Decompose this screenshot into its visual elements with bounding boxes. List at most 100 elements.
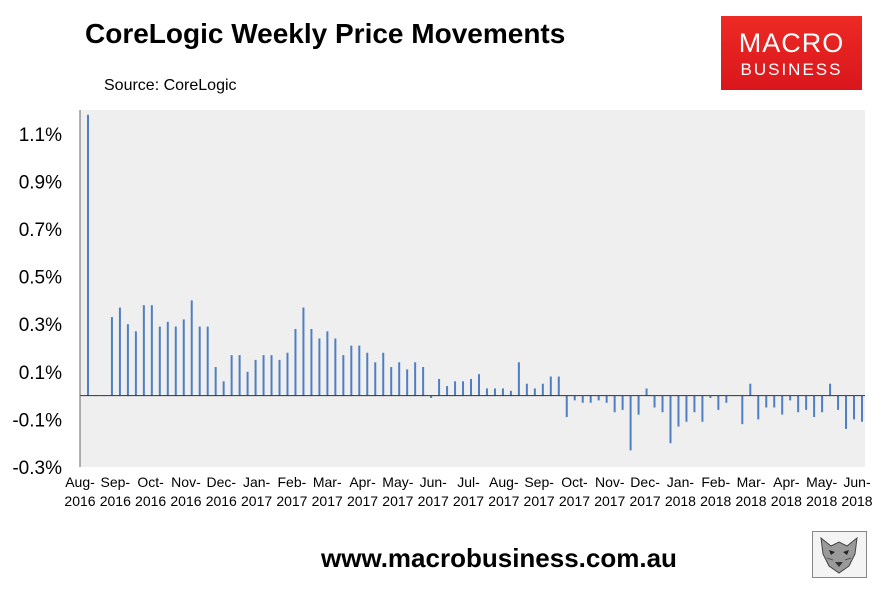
bar [390, 367, 393, 396]
price-movement-chart: 1.1% 0.9% 0.7% 0.5% 0.3% 0.1% -0.1% -0.3% Aug-2… [12, 110, 873, 509]
bar [821, 395, 824, 413]
bar [166, 321, 169, 396]
bar [414, 362, 417, 396]
bar [134, 331, 137, 396]
bar [629, 395, 632, 451]
x-tick-label: Jan-2017 [241, 474, 272, 509]
x-tick-label: Mar-2018 [735, 474, 766, 509]
bar [645, 388, 648, 396]
bar [589, 395, 592, 403]
y-tick-label: 0.1% [19, 363, 62, 384]
x-tick-label: Jan-2018 [665, 474, 696, 509]
bar [302, 307, 305, 396]
bar [238, 355, 241, 396]
bar [781, 395, 784, 415]
wolf-logo-icon [812, 531, 867, 578]
bar [358, 345, 361, 396]
bar [717, 395, 720, 410]
bar [765, 395, 768, 408]
bar [749, 383, 752, 396]
bar [621, 395, 624, 410]
y-tick-label: 0.7% [19, 220, 62, 241]
x-tick-label: Feb-2018 [700, 474, 731, 509]
bar [861, 395, 863, 422]
bar [805, 395, 808, 410]
bar [382, 352, 385, 396]
bar [653, 395, 656, 408]
bar [837, 395, 840, 410]
bar [549, 376, 552, 396]
bar [773, 395, 776, 408]
bar [198, 326, 201, 396]
x-tick-label: Aug-2016 [64, 474, 95, 509]
x-tick-label: Feb-2017 [276, 474, 307, 509]
x-tick-label: Oct-2016 [135, 474, 166, 509]
macrobusiness-logo[interactable]: MACRO BUSINESS [721, 16, 862, 90]
bar [310, 328, 313, 396]
bar [613, 395, 616, 413]
bar [517, 362, 520, 396]
bar [206, 326, 209, 396]
x-tick-label: Dec-2016 [206, 474, 237, 509]
bar [605, 395, 608, 403]
bar [669, 395, 672, 444]
bar [462, 381, 465, 396]
x-tick-label: Nov-2017 [594, 474, 625, 509]
bar [693, 395, 696, 413]
plot-area [80, 110, 865, 467]
bar [398, 362, 401, 396]
bar [118, 307, 121, 396]
bar [430, 395, 433, 398]
bar [813, 395, 816, 418]
bar [406, 369, 409, 396]
bar [142, 305, 145, 396]
x-tick-label: Jun-2018 [841, 474, 872, 509]
bar [533, 388, 536, 396]
bar [190, 300, 193, 396]
x-tick-label: Sep-2016 [100, 474, 131, 509]
bar [557, 376, 560, 396]
x-tick-label: Mar-2017 [312, 474, 343, 509]
bar [565, 395, 568, 418]
bar [797, 395, 800, 413]
bar [829, 383, 832, 396]
y-tick-label: 0.5% [19, 268, 62, 289]
bar [262, 355, 265, 396]
bar [366, 352, 369, 396]
bar [342, 355, 345, 396]
bar [230, 355, 233, 396]
bar [501, 388, 504, 396]
bar [446, 386, 449, 396]
bar [573, 395, 576, 401]
x-tick-label: Jul-2017 [453, 474, 484, 509]
bar [174, 326, 177, 396]
bar [318, 338, 321, 396]
bar [270, 355, 273, 396]
bar [286, 352, 289, 396]
x-tick-label: Dec-2017 [630, 474, 661, 509]
bar [470, 378, 473, 396]
chart-title: CoreLogic Weekly Price Movements [85, 18, 566, 49]
bar [477, 374, 480, 396]
x-tick-label: May-2018 [806, 474, 837, 509]
bar [485, 388, 488, 396]
bar [757, 395, 760, 420]
website-url[interactable]: www.macrobusiness.com.au [321, 543, 677, 573]
bar [845, 395, 848, 429]
x-tick-label: Sep-2017 [524, 474, 555, 509]
source-label: Source: CoreLogic [104, 77, 237, 94]
bar [597, 395, 600, 401]
bar [581, 395, 584, 403]
x-tick-label: Oct-2017 [559, 474, 590, 509]
y-axis-ticks: 1.1% 0.9% 0.7% 0.5% 0.3% 0.1% -0.1% -0.3% [12, 125, 62, 479]
bar [222, 381, 225, 396]
y-tick-label: 1.1% [19, 125, 62, 146]
bar [87, 114, 89, 396]
bar [294, 328, 297, 396]
bar-series [87, 114, 863, 451]
y-tick-label: 0.9% [19, 172, 62, 193]
bar [422, 367, 425, 396]
x-tick-label: Nov-2016 [170, 474, 201, 509]
bar [741, 395, 744, 425]
bar [214, 367, 217, 396]
